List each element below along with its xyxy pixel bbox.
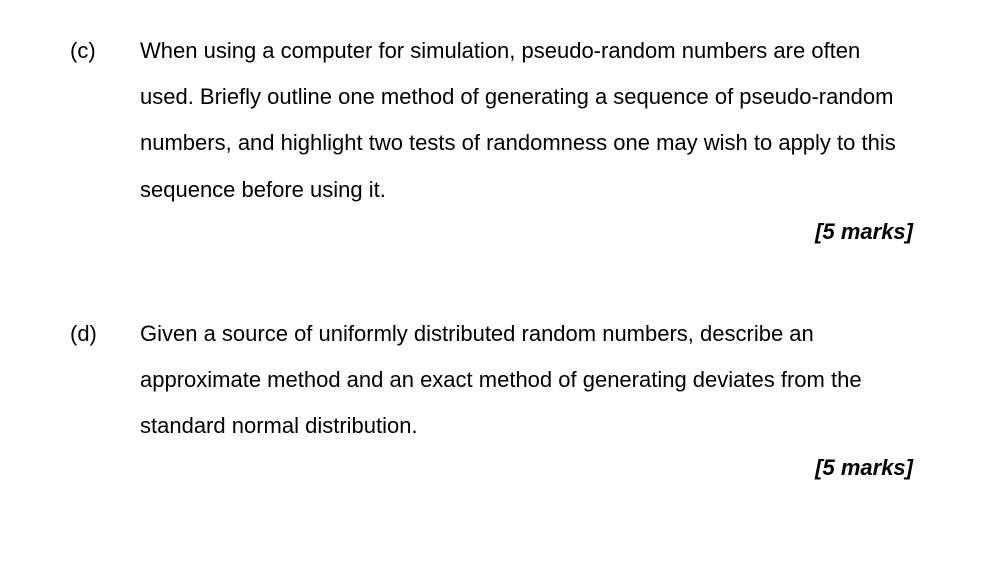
question-body: Given a source of uniformly distributed … [140,311,915,450]
question-marks: [5 marks] [70,219,915,245]
question-marks: [5 marks] [70,455,915,481]
question-label: (c) [70,28,140,74]
exam-page: (c) When using a computer for simulation… [0,0,985,582]
question-body: When using a computer for simulation, ps… [140,28,915,213]
vertical-gap [70,251,915,311]
question-label: (d) [70,311,140,357]
question-c: (c) When using a computer for simulation… [70,28,915,213]
question-d: (d) Given a source of uniformly distribu… [70,311,915,450]
